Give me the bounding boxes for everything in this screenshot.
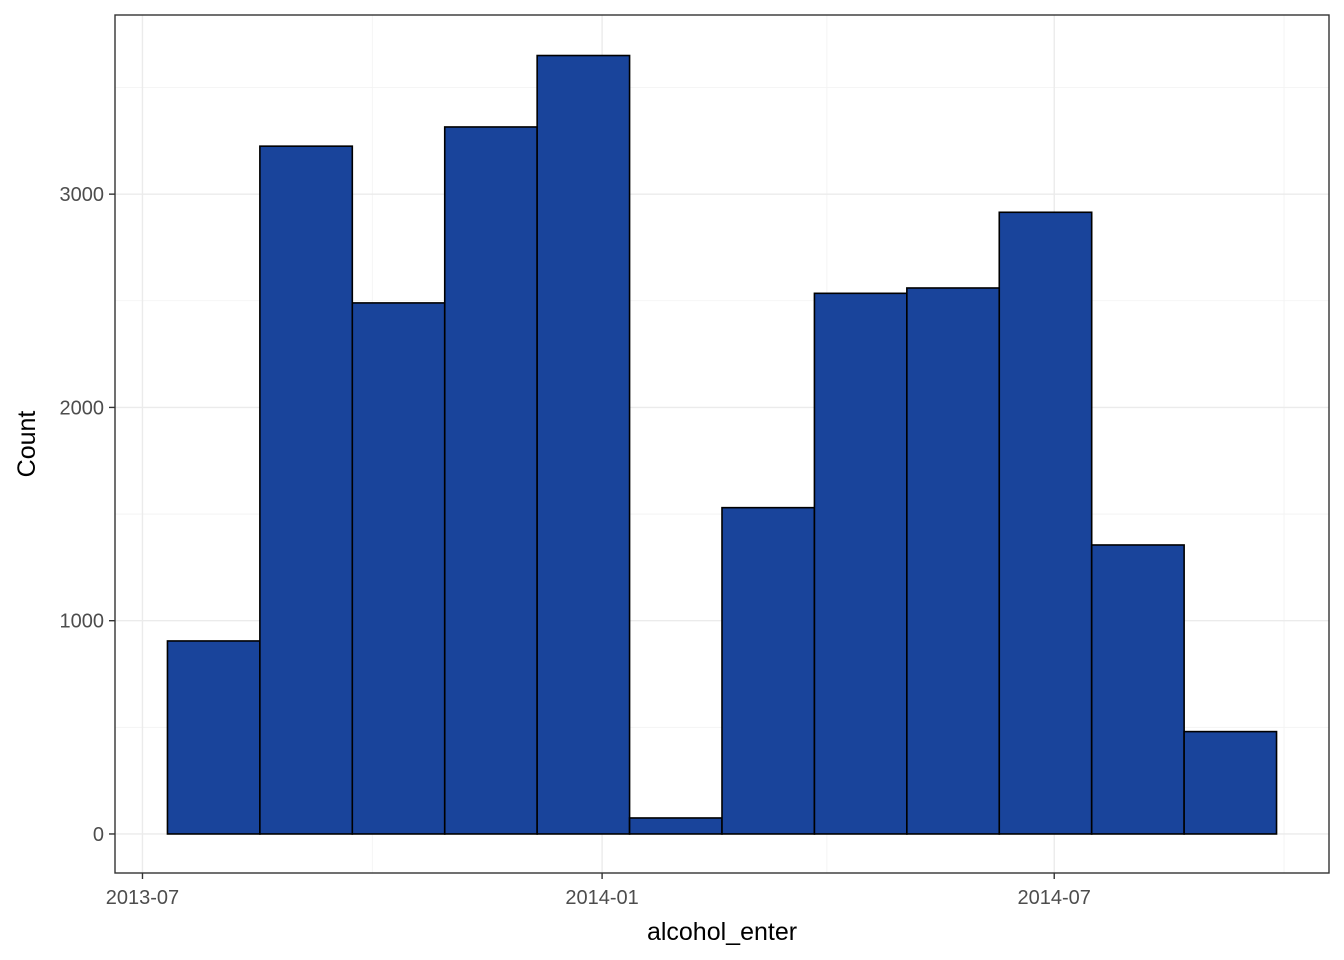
histogram-bar bbox=[998, 211, 1093, 835]
x-axis-title: alcohol_enter bbox=[647, 918, 797, 946]
x-tick-label: 2014-07 bbox=[1018, 887, 1091, 909]
x-axis-ticks: 2013-07 2014-01 2014-07 bbox=[106, 873, 1091, 909]
x-tick-label: 2013-07 bbox=[106, 887, 179, 909]
histogram-bar bbox=[536, 54, 631, 835]
y-tick-label: 3000 bbox=[60, 184, 105, 206]
histogram-bar bbox=[906, 287, 1001, 835]
histogram-bar bbox=[1183, 730, 1278, 835]
histogram-bar bbox=[351, 302, 446, 835]
histogram-bar bbox=[259, 145, 354, 835]
histogram-bar bbox=[721, 506, 816, 835]
y-axis-ticks: 0 1000 2000 3000 bbox=[60, 184, 115, 846]
y-tick-label: 0 bbox=[93, 824, 104, 846]
histogram-bar bbox=[1090, 544, 1185, 835]
y-tick-label: 1000 bbox=[60, 611, 105, 633]
histogram-bars bbox=[166, 54, 1278, 835]
histogram-bar bbox=[813, 292, 908, 835]
x-tick-label: 2014-01 bbox=[565, 887, 638, 909]
histogram-bar bbox=[166, 640, 261, 835]
histogram-bar bbox=[443, 126, 538, 835]
histogram-bar bbox=[628, 817, 723, 835]
panel-border bbox=[114, 14, 1330, 874]
y-axis-title: Count bbox=[13, 411, 41, 478]
y-tick-label: 2000 bbox=[60, 397, 105, 419]
